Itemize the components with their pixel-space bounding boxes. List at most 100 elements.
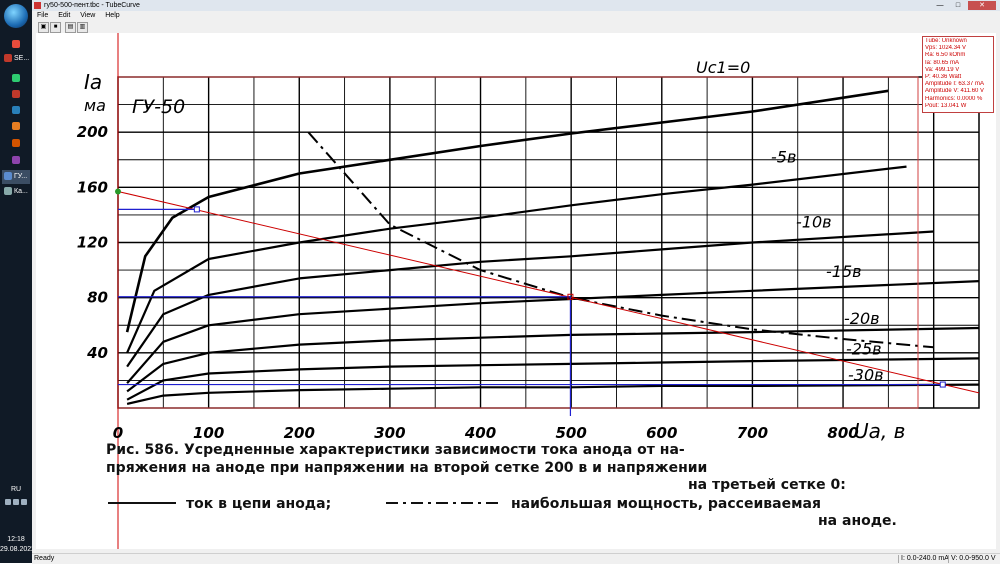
close-icon[interactable]: ✕	[968, 1, 996, 10]
menu-file[interactable]: File	[37, 12, 49, 19]
caption-line: на третьей сетке 0:	[688, 477, 846, 493]
tube-characteristics-chart[interactable]: 0 100 200 300 400 500 600 700 800 40 80 120 160 200 Ia…	[36, 33, 996, 549]
pinned-app-icon[interactable]	[2, 88, 30, 102]
app-icon	[12, 40, 20, 49]
taskbar-item-label: ГУ...	[14, 173, 28, 180]
x-tick-label: 400	[464, 424, 496, 442]
pinned-app-icon[interactable]	[2, 120, 30, 134]
clock-date[interactable]: 29.08.2022	[0, 546, 36, 553]
maximize-icon[interactable]: □	[955, 2, 961, 9]
series-line	[126, 326, 980, 393]
series-line	[126, 357, 980, 401]
y-tick-label: 120	[77, 234, 108, 252]
menu-bar: File Edit View Help	[32, 11, 1000, 21]
overlay	[115, 33, 980, 549]
x-tick-label: 700	[737, 424, 768, 442]
info-line: Vps: 1024.34 V	[925, 45, 967, 52]
x-tick-label: 600	[646, 424, 677, 442]
series-line	[126, 165, 907, 354]
save-icon[interactable]: ■	[50, 22, 61, 33]
copy-icon[interactable]: ▤	[65, 22, 76, 33]
y-axis-unit: ма	[84, 96, 106, 115]
operating-point-marker	[567, 293, 574, 300]
menu-edit[interactable]: Edit	[58, 12, 71, 19]
x-tick-label: 300	[374, 424, 405, 442]
tray-icons[interactable]	[0, 498, 32, 508]
caption-line: ток в цепи анода;	[186, 496, 331, 512]
menu-help[interactable]: Help	[105, 12, 120, 19]
anode-curves	[125, 89, 980, 405]
print-icon[interactable]: ▥	[77, 22, 88, 33]
series-label: -15в	[826, 262, 862, 281]
y-axis-label: Ia	[84, 70, 102, 94]
voltage-range: V: 0.0-950.0 V	[951, 555, 996, 562]
x-tick-label: 800	[827, 424, 858, 442]
series-label: -5в	[771, 148, 796, 167]
app-icon	[12, 156, 20, 165]
caption-line: на аноде.	[818, 513, 897, 529]
graph-canvas[interactable]: 0 100 200 300 400 500 600 700 800 40 80 120 160 200 Ia…	[36, 33, 996, 549]
caption-line: пряжения на аноде при напряжении на втор…	[106, 460, 707, 476]
info-line: Va: 499.19 V	[925, 66, 960, 73]
info-line: Pout: 13.041 W	[925, 102, 967, 109]
series-line	[126, 383, 980, 405]
x-tick-label: 500	[556, 424, 587, 442]
network-icon[interactable]	[5, 499, 11, 505]
open-folder-icon[interactable]: ▣	[38, 22, 49, 33]
y-tick-label: 200	[77, 123, 108, 141]
pinned-app-icon[interactable]	[2, 137, 30, 151]
windows-taskbar: SE... ГУ... Ка... RU 12:18 29.08.2022	[0, 0, 36, 563]
status-bar: Ready I: 0.0-240.0 mA V: 0.0-950.0 V	[32, 553, 1000, 564]
info-line: Ia: 80.65 mA	[925, 59, 960, 66]
info-line: P: 40.36 Watt	[925, 74, 962, 81]
window-title: гу50-500-пент.tbc - TubeCurve	[44, 2, 140, 9]
toolbar: ▣ ■ ▤ ▥	[32, 21, 1000, 33]
x-tick-label: 0	[113, 424, 123, 442]
status-text: Ready	[34, 555, 55, 562]
swing-point-marker	[939, 381, 946, 388]
app-icon	[4, 187, 12, 196]
app-icon	[4, 54, 12, 63]
info-line: Ra: 6.50 kOhm	[925, 52, 966, 59]
grid	[117, 76, 980, 409]
series-label: -30в	[848, 366, 884, 385]
load-line	[117, 190, 980, 394]
series-label: -25в	[846, 339, 882, 358]
x-tick-label: 100	[193, 424, 224, 442]
app-icon	[12, 90, 20, 99]
current-range: I: 0.0-240.0 mA	[901, 555, 949, 562]
series-label: -10в	[796, 212, 832, 231]
pinned-app-icon[interactable]	[2, 154, 30, 168]
pinned-app-icon[interactable]	[2, 72, 30, 86]
flag-icon[interactable]	[21, 499, 27, 505]
caption-line: Рис. 586. Усредненные характеристики зав…	[106, 442, 685, 458]
pinned-app-icon[interactable]	[2, 38, 30, 52]
taskbar-item-label: SE...	[14, 55, 30, 62]
volume-icon[interactable]	[13, 499, 19, 505]
max-power-curve	[307, 131, 934, 349]
info-panel: Tube: Unknown Vps: 1024.34 V Ra: 6.50 kO…	[922, 36, 994, 113]
taskbar-item[interactable]: Ка...	[2, 185, 30, 199]
info-line: Tube: Unknown	[925, 38, 967, 44]
series-line	[126, 280, 980, 384]
app-icon	[12, 122, 20, 131]
app-icon	[34, 2, 41, 9]
app-icon	[12, 139, 20, 148]
x-axis-label: Ua, в	[854, 419, 905, 443]
pinned-app-icon[interactable]	[2, 104, 30, 118]
taskbar-item[interactable]: SE...	[2, 52, 30, 66]
series-line	[125, 89, 889, 333]
title-bar[interactable]: гу50-500-пент.tbc - TubeCurve — □ ✕	[32, 0, 1000, 11]
series-label: -20в	[844, 309, 880, 328]
start-button[interactable]	[4, 4, 28, 28]
series-label: Uc1=0	[696, 58, 750, 77]
menu-view[interactable]: View	[80, 12, 96, 19]
taskbar-item[interactable]: ГУ...	[2, 170, 30, 184]
app-icon	[4, 172, 12, 181]
y-tick-label: 160	[77, 178, 108, 196]
y-tick-label: 40	[86, 344, 108, 362]
minimize-icon[interactable]: —	[936, 2, 944, 9]
swing-point-marker	[193, 206, 200, 213]
language-indicator[interactable]: RU	[10, 486, 22, 493]
clock-time[interactable]: 12:18	[7, 536, 25, 543]
